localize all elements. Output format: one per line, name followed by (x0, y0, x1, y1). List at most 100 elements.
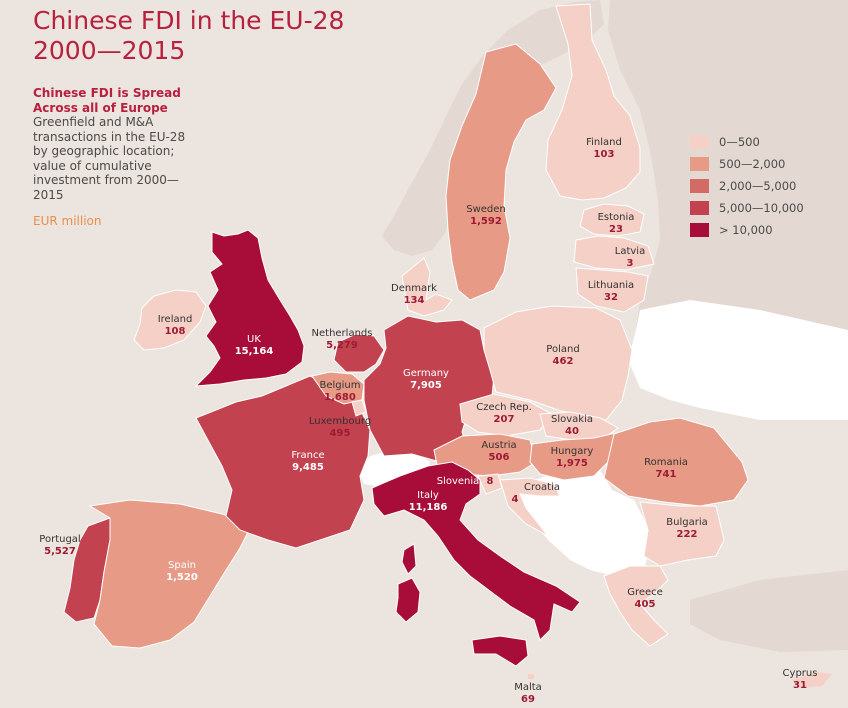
country-latvia (573, 235, 655, 271)
country-france (195, 375, 371, 549)
country-name: Czech Rep. (476, 402, 532, 413)
label-malta: Malta 69 (514, 682, 542, 706)
subtitle: Chinese FDI is Spread Across all of Euro… (33, 86, 203, 115)
country-sardinia (395, 577, 421, 623)
country-italy (371, 461, 581, 641)
country-hungary (529, 431, 621, 481)
country-value: 1,680 (324, 392, 356, 403)
country-slovakia (539, 411, 619, 441)
country-value: 8 (486, 476, 494, 487)
label-germany: Germany 7,905 (403, 368, 449, 392)
label-portugal: Portugal 5,527 (39, 534, 80, 558)
legend-label: > 10,000 (719, 223, 773, 237)
label-cyprus: Cyprus 31 (783, 668, 818, 692)
country-name: Finland (586, 137, 622, 148)
label-poland: Poland 462 (546, 344, 579, 368)
belarus-ukraine-land (628, 300, 848, 420)
country-value: 3 (626, 258, 634, 269)
country-name: Greece (627, 587, 663, 598)
country-name: Luxembourg (308, 416, 372, 427)
country-value: 4 (511, 494, 519, 505)
label-luxembourg: Luxembourg 495 (309, 416, 371, 440)
country-value: 405 (634, 599, 656, 610)
subtitle-line-2: Across all of Europe (33, 100, 168, 115)
label-slovenia-value: 8 (487, 476, 494, 488)
country-romania (603, 417, 749, 507)
country-name: Bulgaria (666, 517, 708, 528)
country-value: 7,905 (410, 380, 442, 391)
country-name: Croatia (524, 482, 560, 493)
country-value: 69 (521, 694, 535, 705)
country-name: Romania (644, 457, 688, 468)
map-title: Chinese FDI in the EU-28 2000—2015 (33, 6, 344, 66)
country-name: Poland (546, 344, 580, 355)
title-line-1: Chinese FDI in the EU-28 (33, 6, 345, 35)
country-name: Spain (168, 560, 196, 571)
label-austria: Austria 506 (481, 440, 516, 464)
country-name: Hungary (550, 446, 594, 457)
country-name: Lithuania (587, 280, 635, 291)
legend-label: 500—2,000 (719, 157, 786, 171)
country-value: 1,592 (470, 216, 502, 227)
title-line-2: 2000—2015 (33, 36, 186, 65)
country-value: 1,975 (556, 458, 588, 469)
country-czech (459, 393, 553, 437)
eu-countries (63, 3, 832, 688)
country-name: Portugal (39, 534, 81, 545)
country-corsica (401, 543, 417, 575)
label-netherlands: Netherlands 5,279 (312, 328, 373, 352)
label-italy: Italy 11,186 (409, 490, 448, 514)
label-czech: Czech Rep. 207 (476, 402, 532, 426)
description: Greenfield and M&A transactions in the E… (33, 115, 186, 202)
country-value: 134 (403, 295, 425, 306)
country-name: Sweden (466, 204, 506, 215)
country-malta (528, 674, 534, 679)
label-france: France 9,485 (291, 450, 324, 474)
country-bulgaria (639, 501, 725, 567)
label-finland: Finland 103 (586, 137, 622, 161)
country-uk (194, 229, 305, 387)
legend-swatch (690, 201, 709, 215)
label-sweden: Sweden 1,592 (466, 204, 506, 228)
label-greece: Greece 405 (627, 587, 663, 611)
country-value: 741 (655, 469, 677, 480)
country-croatia (499, 477, 561, 537)
label-uk: UK 15,164 (235, 334, 274, 358)
country-name: Germany (403, 368, 449, 379)
label-slovenia: Slovenia (437, 476, 480, 488)
label-bulgaria: Bulgaria 222 (666, 517, 707, 541)
country-name: Ireland (157, 314, 193, 325)
country-name: France (291, 450, 325, 461)
country-name: Denmark (391, 283, 437, 294)
country-value: 5,527 (44, 546, 76, 557)
country-netherlands (333, 333, 385, 373)
label-denmark: Denmark 134 (391, 283, 437, 307)
label-lithuania: Lithuania 32 (588, 280, 634, 304)
country-name: Belgium (319, 380, 361, 391)
country-value: 108 (164, 326, 186, 337)
norway-land (382, 0, 604, 256)
country-finland (545, 3, 641, 201)
country-name: Netherlands (311, 328, 373, 339)
subtitle-line-1: Chinese FDI is Spread (33, 86, 181, 100)
legend-label: 5,000—10,000 (719, 201, 804, 215)
country-name: Italy (417, 490, 439, 501)
country-cyprus (792, 672, 832, 688)
country-name: Malta (514, 682, 542, 693)
label-belgium: Belgium 1,680 (320, 380, 361, 404)
legend-label: 0—500 (719, 135, 760, 149)
legend-swatch (690, 223, 709, 237)
country-estonia (579, 203, 645, 237)
country-poland (483, 305, 633, 421)
country-spain (88, 499, 253, 649)
iceland-land (670, 56, 764, 98)
country-sweden (445, 43, 557, 301)
country-name: Austria (481, 440, 517, 451)
country-value: 15,164 (234, 346, 274, 357)
country-name: Cyprus (782, 668, 818, 679)
label-spain: Spain 1,520 (166, 560, 198, 584)
label-latvia: Latvia 3 (615, 246, 645, 270)
country-value: 32 (604, 292, 618, 303)
country-value: 222 (676, 529, 698, 540)
country-name: Slovakia (551, 414, 593, 425)
